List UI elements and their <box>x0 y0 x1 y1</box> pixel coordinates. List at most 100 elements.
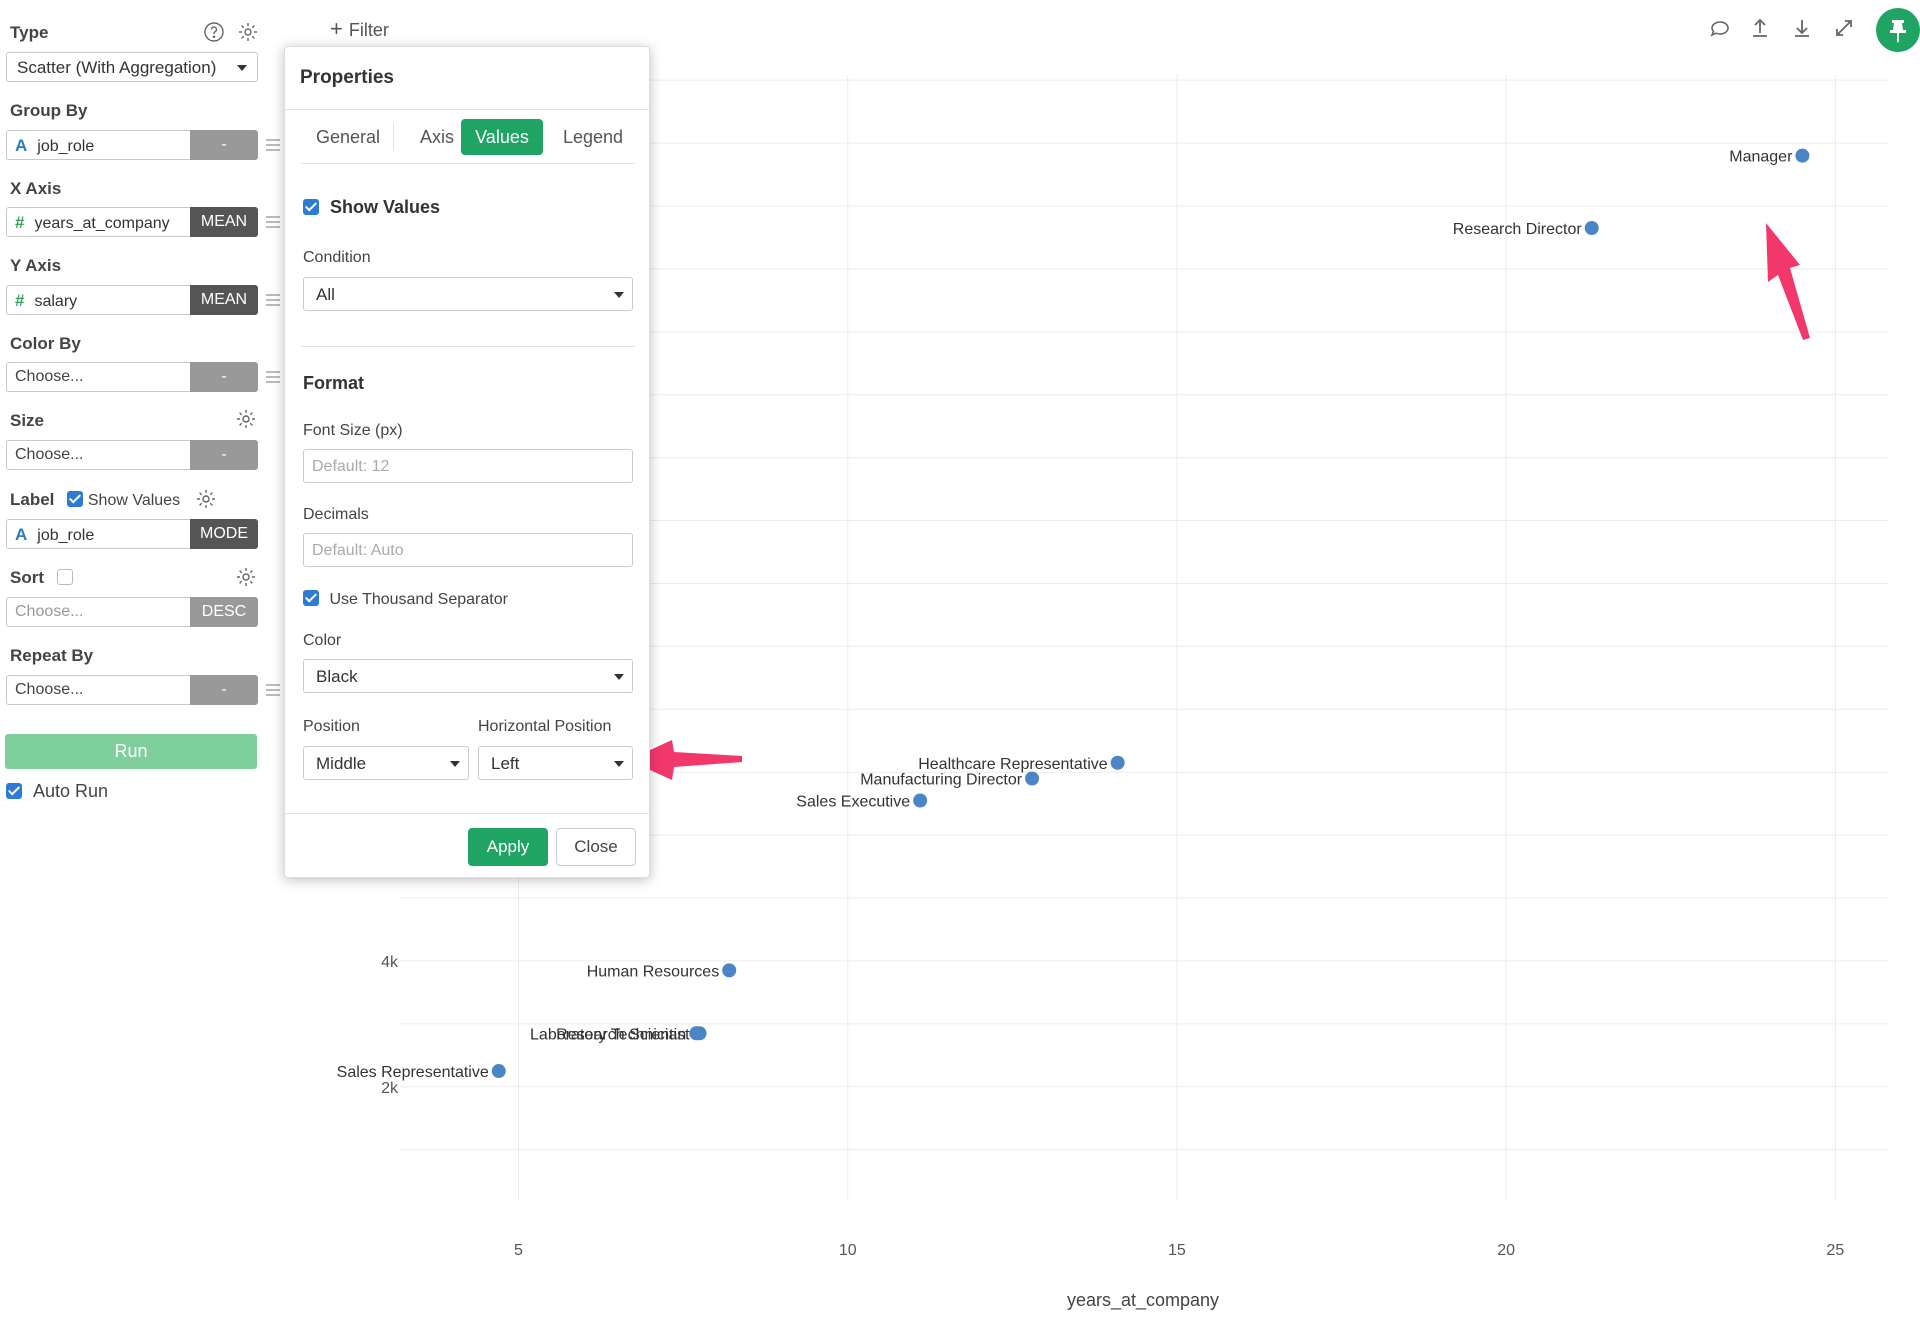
data-point[interactable] <box>491 1064 506 1079</box>
sort-checkbox[interactable] <box>56 569 73 585</box>
data-point[interactable] <box>1110 755 1125 770</box>
x-tick-label: 25 <box>1826 1242 1844 1259</box>
divider <box>393 123 394 151</box>
sort-field[interactable]: Choose... DESC <box>6 597 258 627</box>
sort-settings-gear-icon[interactable] <box>235 566 257 588</box>
data-point[interactable] <box>692 1026 707 1041</box>
horizontal-position-select[interactable]: Left <box>478 746 633 780</box>
settings-gear-icon[interactable] <box>237 21 259 43</box>
x-axis-field[interactable]: # years_at_company MEAN <box>6 207 258 237</box>
data-point[interactable] <box>1795 148 1810 163</box>
group-by-label: Group By <box>10 101 88 120</box>
color-by-agg[interactable]: - <box>190 362 258 392</box>
auto-run-label: Auto Run <box>33 781 109 801</box>
size-field[interactable]: Choose... - <box>6 440 258 470</box>
filter-button[interactable]: + Filter <box>330 16 389 42</box>
drag-handle-icon[interactable] <box>266 216 280 228</box>
help-icon[interactable] <box>203 21 225 43</box>
type-label: Type <box>10 23 49 42</box>
tab-values[interactable]: Values <box>461 119 543 155</box>
comment-icon[interactable] <box>1708 16 1732 40</box>
x-tick-label: 10 <box>839 1242 857 1259</box>
download-icon[interactable] <box>1790 16 1814 40</box>
y-axis-agg[interactable]: MEAN <box>190 285 258 315</box>
y-axis-column[interactable]: # salary <box>6 285 190 315</box>
chart-type-select[interactable]: Scatter (With Aggregation) <box>6 52 258 82</box>
run-button[interactable]: Run <box>5 734 257 769</box>
drag-handle-icon[interactable] <box>266 294 280 306</box>
color-select[interactable]: Black <box>303 659 633 693</box>
tab-general[interactable]: General <box>315 127 381 147</box>
data-label: Manufacturing Director <box>860 771 1023 788</box>
y-axis-field[interactable]: # salary MEAN <box>6 285 258 315</box>
auto-run-toggle[interactable]: Auto Run <box>6 781 108 802</box>
position-select[interactable]: Middle <box>303 746 469 780</box>
show-values-checkbox[interactable] <box>67 491 84 507</box>
x-axis-agg[interactable]: MEAN <box>190 207 258 237</box>
decimals-input[interactable]: Default: Auto <box>303 533 633 567</box>
y-tick-label: 4k <box>381 954 399 971</box>
font-size-input[interactable]: Default: 12 <box>303 449 633 483</box>
tab-axis[interactable]: Axis <box>419 127 454 147</box>
condition-select[interactable]: All <box>303 277 633 311</box>
show-values-label: Show Values <box>87 492 181 509</box>
repeat-by-field[interactable]: Choose... - <box>6 675 258 705</box>
chart-points: Manager Research Director Healthcare Repre… <box>337 148 1810 1081</box>
data-label: Manager <box>1729 149 1793 166</box>
drag-handle-icon[interactable] <box>266 139 280 151</box>
repeat-by-column[interactable]: Choose... <box>6 675 190 705</box>
drag-handle-icon[interactable] <box>266 684 280 696</box>
size-settings-gear-icon[interactable] <box>235 408 257 430</box>
data-label: Research Director <box>1453 221 1583 238</box>
tab-legend[interactable]: Legend <box>562 127 624 147</box>
chevron-down-icon <box>237 65 247 71</box>
text-type-icon: A <box>15 525 28 544</box>
thousand-separator-checkbox[interactable] <box>303 590 319 606</box>
color-by-column[interactable]: Choose... <box>6 362 190 392</box>
horizontal-position-value: Left <box>491 754 520 773</box>
color-by-field[interactable]: Choose... - <box>6 362 258 392</box>
close-button[interactable]: Close <box>556 828 636 866</box>
x-axis-column[interactable]: # years_at_company <box>6 207 190 237</box>
x-axis-label: X Axis <box>10 179 62 198</box>
show-values-toggle[interactable]: Show Values <box>303 197 440 218</box>
format-heading: Format <box>303 373 365 393</box>
expand-icon[interactable] <box>1832 16 1856 40</box>
x-axis-column-name: years_at_company <box>34 215 170 232</box>
pin-button[interactable] <box>1876 8 1920 52</box>
sort-agg[interactable]: DESC <box>190 597 258 627</box>
label-settings-gear-icon[interactable] <box>195 488 217 510</box>
repeat-by-agg[interactable]: - <box>190 675 258 705</box>
group-by-agg[interactable]: - <box>190 130 258 160</box>
apply-button[interactable]: Apply <box>468 828 548 866</box>
properties-dialog: Properties General Axis Values Legend Sh… <box>284 46 650 878</box>
x-tick-label: 20 <box>1497 1242 1515 1259</box>
label-agg[interactable]: MODE <box>190 519 258 549</box>
size-agg[interactable]: - <box>190 440 258 470</box>
data-point[interactable] <box>722 963 737 978</box>
data-label: Laboratory Technician <box>530 1026 686 1043</box>
upload-icon[interactable] <box>1748 16 1772 40</box>
sort-column[interactable]: Choose... <box>6 597 190 627</box>
decimals-label: Decimals <box>303 506 369 523</box>
color-label: Color <box>303 632 342 649</box>
x-tick-label: 15 <box>1168 1242 1186 1259</box>
show-values-checkbox[interactable] <box>303 199 319 215</box>
condition-value: All <box>316 285 335 304</box>
data-point[interactable] <box>1584 221 1599 236</box>
auto-run-checkbox[interactable] <box>6 783 22 799</box>
horizontal-position-label: Horizontal Position <box>478 718 612 735</box>
data-point[interactable] <box>913 793 928 808</box>
x-tick-label: 5 <box>514 1242 523 1259</box>
show-values-label: Show Values <box>330 197 441 217</box>
thousand-separator-toggle[interactable]: Use Thousand Separator <box>303 590 508 609</box>
size-column[interactable]: Choose... <box>6 440 190 470</box>
chevron-down-icon <box>614 674 624 680</box>
drag-handle-icon[interactable] <box>266 371 280 383</box>
data-point[interactable] <box>1025 771 1040 786</box>
chevron-down-icon <box>614 761 624 767</box>
